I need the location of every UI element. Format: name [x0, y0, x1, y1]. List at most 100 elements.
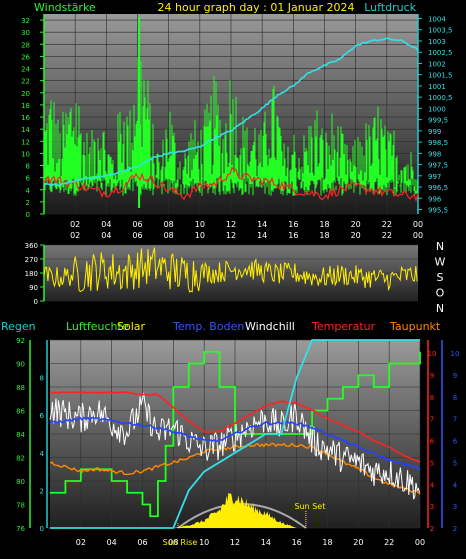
x-tick-multi-10: 22 — [384, 538, 394, 547]
tick-label-pressure-10: 1000,5 — [428, 94, 453, 102]
tick-label-pressure-12: 1001,5 — [428, 72, 453, 80]
tick-label-wind-14: 28 — [21, 41, 30, 49]
x-tick-wind-9: 20 — [351, 220, 361, 229]
x-tick-wind-4: 10 — [195, 220, 205, 229]
tick-label-humidity-3: 82 — [16, 455, 25, 463]
x-tick-wind-3: 08 — [164, 220, 174, 229]
x-tick-wind-5: 12 — [226, 220, 236, 229]
tick-label-rain-4: 8 — [40, 375, 44, 383]
x-tick-wind-6: 14 — [257, 220, 267, 229]
x-tick-dir-2: 06 — [132, 231, 142, 240]
x-tick-dir-10: 22 — [382, 231, 392, 240]
tick-label-temp-5: 7 — [430, 416, 434, 424]
tick-label-wind-6: 12 — [21, 138, 30, 146]
tick-label-dir-2: 180 — [25, 270, 38, 278]
tick-label-rain-3: 6 — [40, 412, 45, 420]
legend-luftfeuchte: Luftfeuchte — [66, 320, 129, 333]
x-tick-dir-5: 12 — [226, 231, 236, 240]
tick-label-wind-5: 10 — [21, 150, 30, 158]
legend-solar: Solar — [117, 320, 146, 333]
tick-label-pressure-5: 998 — [428, 150, 441, 158]
x-tick-dir-8: 18 — [319, 231, 329, 240]
header-center-title: 24 hour graph day : 01 Januar 2024 — [158, 1, 355, 14]
tick-label-temp-7: 9 — [430, 372, 434, 380]
tick-label-soiltemp-6: 8 — [453, 394, 457, 402]
x-tick-dir-9: 20 — [351, 231, 361, 240]
tick-label-dir-0: 0 — [34, 298, 38, 306]
tick-label-pressure-11: 1001 — [428, 83, 446, 91]
x-tick-wind-7: 16 — [288, 220, 298, 229]
x-tick-multi-11: 00 — [415, 538, 425, 547]
tick-label-pressure-8: 999,5 — [428, 117, 448, 125]
tick-label-pressure-15: 1003 — [428, 38, 446, 46]
x-tick-multi-6: 14 — [261, 538, 271, 547]
legend: Regen Luftfeuchte Solar Temp. Boden Wind… — [1, 320, 441, 333]
tick-label-soiltemp-8: 10 — [451, 350, 460, 358]
series-wind-direction — [43, 247, 418, 293]
tick-label-wind-8: 16 — [21, 114, 30, 122]
tick-label-wind-1: 2 — [26, 199, 30, 207]
tick-label-pressure-17: 1004 — [428, 15, 446, 23]
legend-taupunkt: Taupunkt — [389, 320, 441, 333]
legend-windchill: Windchill — [245, 320, 295, 333]
tick-label-rain-2: 4 — [40, 450, 45, 458]
tick-label-wind-2: 4 — [26, 187, 31, 195]
tick-label-humidity-7: 90 — [16, 361, 25, 369]
sun-set-label: Sun Set — [294, 502, 325, 511]
series-wind-gust — [44, 57, 418, 196]
tick-label-pressure-13: 1002 — [428, 60, 446, 68]
series-pressure — [43, 37, 419, 187]
x-tick-multi-3: 08 — [168, 538, 178, 547]
tick-label-wind-10: 20 — [21, 90, 30, 98]
tick-label-temp-3: 5 — [430, 459, 434, 467]
tick-label-pressure-6: 998,5 — [428, 139, 448, 147]
tick-label-wind-16: 32 — [21, 17, 30, 25]
x-tick-wind-10: 22 — [382, 220, 392, 229]
tick-label-wind-3: 6 — [26, 175, 31, 183]
series-wind-mean — [43, 166, 419, 203]
tick-label-pressure-3: 997 — [428, 173, 441, 181]
x-tick-dir-1: 04 — [101, 231, 111, 240]
tick-label-pressure-7: 999 — [428, 128, 441, 136]
legend-temp-boden: Temp. Boden — [172, 320, 244, 333]
x-tick-dir-3: 08 — [164, 231, 174, 240]
x-tick-wind-0: 02 — [70, 220, 80, 229]
compass-label-2: S — [437, 271, 444, 284]
series-solar — [173, 492, 297, 528]
x-tick-wind-2: 06 — [132, 220, 142, 229]
legend-regen: Regen — [1, 320, 36, 333]
header-right-label: Luftdruck — [364, 1, 416, 14]
header-left-label: Windstärke — [34, 1, 96, 14]
tick-label-soiltemp-3: 5 — [453, 459, 457, 467]
x-tick-dir-4: 10 — [195, 231, 205, 240]
x-tick-multi-9: 20 — [353, 538, 363, 547]
series-soil-temperature — [49, 416, 421, 471]
tick-label-temp-1: 3 — [430, 503, 434, 511]
x-tick-dir-7: 16 — [288, 231, 298, 240]
tick-label-temp-8: 10 — [428, 350, 437, 358]
tick-label-soiltemp-1: 3 — [453, 503, 457, 511]
compass-label-4: N — [436, 302, 444, 315]
tick-label-humidity-6: 88 — [16, 384, 25, 392]
tick-label-soiltemp-4: 6 — [453, 438, 458, 446]
x-tick-multi-2: 06 — [137, 538, 147, 547]
tick-label-wind-7: 14 — [21, 126, 30, 134]
x-tick-dir-6: 14 — [257, 231, 267, 240]
x-tick-wind-1: 04 — [101, 220, 111, 229]
tick-label-humidity-5: 86 — [16, 408, 25, 416]
tick-label-humidity-2: 80 — [16, 478, 25, 486]
tick-label-pressure-4: 997,5 — [428, 162, 448, 170]
tick-label-pressure-14: 1002,5 — [428, 49, 453, 57]
tick-label-pressure-9: 1000 — [428, 105, 446, 113]
x-tick-multi-4: 10 — [199, 538, 209, 547]
tick-label-soiltemp-0: 2 — [453, 525, 457, 533]
tick-label-humidity-8: 92 — [16, 337, 25, 345]
tick-label-pressure-2: 996,5 — [428, 184, 448, 192]
tick-label-temp-6: 8 — [430, 394, 434, 402]
x-tick-wind-8: 18 — [319, 220, 329, 229]
tick-label-dir-1: 90 — [29, 284, 38, 292]
tick-label-pressure-16: 1003,5 — [428, 27, 453, 35]
x-tick-multi-7: 16 — [292, 538, 302, 547]
tick-label-pressure-1: 996 — [428, 195, 442, 203]
